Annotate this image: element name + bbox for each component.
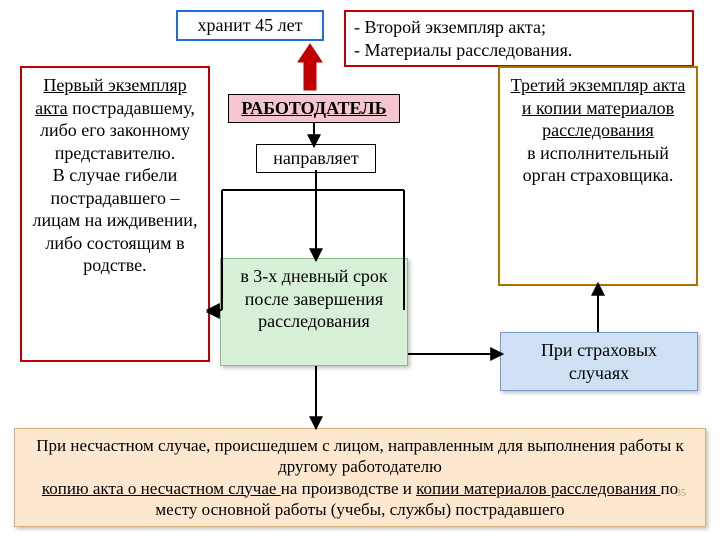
employer-text: РАБОТОДАТЕЛЬ <box>241 98 386 118</box>
third-copy-text: в исполнительный орган страховщика. <box>523 143 674 186</box>
other-employer-box: При несчастном случае, происшедшем с лиц… <box>14 428 706 527</box>
bottom-text-2: на производстве и <box>281 479 416 498</box>
deadline-text: в 3-х дневный срок после завершения расс… <box>240 266 387 331</box>
materials-list-box: - Второй экземпляр акта; - Материалы рас… <box>344 10 694 67</box>
first-copy-text-2: В случае гибели пострадавшего – лицам на… <box>33 165 198 275</box>
list-item-1: - Второй экземпляр акта; <box>354 16 684 39</box>
directs-text: направляет <box>273 148 358 168</box>
employer-box: РАБОТОДАТЕЛЬ <box>228 94 400 123</box>
list-item-2: - Материалы расследования. <box>354 39 684 62</box>
store-period-box: хранит 45 лет <box>176 10 324 41</box>
third-copy-heading: Третий экземпляр акта и копии материалов… <box>511 75 686 140</box>
third-copy-box: Третий экземпляр акта и копии материалов… <box>498 66 698 286</box>
deadline-box: в 3-х дневный срок после завершения расс… <box>220 258 408 366</box>
bottom-text-1: При несчастном случае, происшедшем с лиц… <box>36 436 684 476</box>
store-period-text: хранит 45 лет <box>198 15 303 35</box>
insurance-box: При страховых случаях <box>500 332 698 391</box>
directs-box: направляет <box>256 144 376 173</box>
bottom-underline-2: копии материалов расследования <box>416 479 660 498</box>
insurance-text: При страховых случаях <box>541 340 657 383</box>
first-copy-box: Первый экземпляр акта пострадавшему, либ… <box>20 66 210 362</box>
bottom-underline-1: копию акта о несчастном случае <box>42 479 281 498</box>
page-number: 35 <box>676 488 686 499</box>
